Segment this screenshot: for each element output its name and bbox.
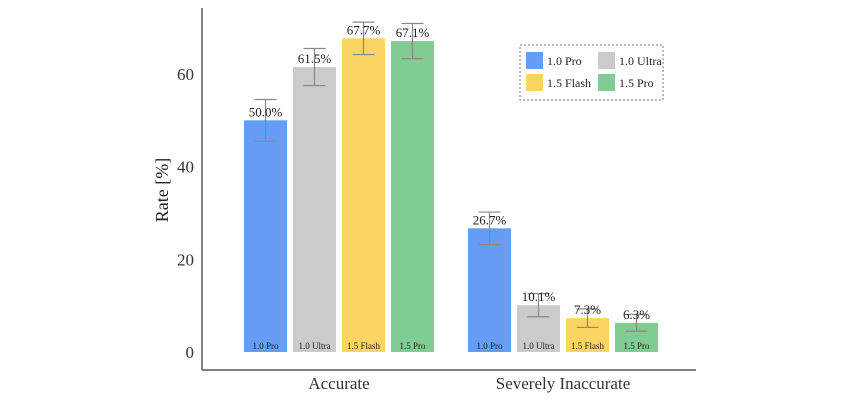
y-tick-label: 60 bbox=[177, 65, 194, 84]
bar[interactable] bbox=[244, 120, 287, 352]
legend-swatch bbox=[598, 52, 615, 69]
data-label: 67.1% bbox=[396, 25, 430, 40]
legend-swatch bbox=[526, 74, 543, 91]
data-label: 10.1% bbox=[522, 289, 556, 304]
data-label: 7.3% bbox=[574, 302, 601, 317]
y-tick-label: 40 bbox=[177, 158, 194, 177]
bar[interactable] bbox=[391, 41, 434, 352]
bar[interactable] bbox=[293, 67, 336, 353]
y-tick-label: 0 bbox=[186, 343, 195, 362]
legend-label: 1.5 Pro bbox=[619, 76, 654, 90]
bar-inner-label: 1.5 Pro bbox=[623, 341, 650, 351]
data-label: 67.7% bbox=[347, 22, 381, 37]
legend-box bbox=[519, 44, 664, 101]
bar[interactable] bbox=[342, 38, 385, 352]
data-label: 6.3% bbox=[623, 307, 650, 322]
legend-swatch bbox=[598, 74, 615, 91]
data-label: 50.0% bbox=[249, 104, 283, 119]
bar-inner-label: 1.5 Pro bbox=[399, 341, 426, 351]
legend-label: 1.0 Ultra bbox=[619, 54, 662, 68]
x-tick-label: Severely Inaccurate bbox=[496, 374, 631, 393]
bar-inner-label: 1.5 Flash bbox=[571, 341, 605, 351]
bar-inner-label: 1.0 Pro bbox=[252, 341, 279, 351]
bar[interactable] bbox=[468, 228, 511, 352]
bar-inner-label: 1.0 Pro bbox=[476, 341, 503, 351]
y-tick-label: 20 bbox=[177, 250, 194, 269]
legend-label: 1.5 Flash bbox=[547, 76, 591, 90]
data-label: 61.5% bbox=[298, 51, 332, 66]
y-axis-title: Rate [%] bbox=[152, 158, 172, 222]
bar-inner-label: 1.0 Ultra bbox=[523, 341, 555, 351]
bar-inner-label: 1.0 Ultra bbox=[299, 341, 331, 351]
bar-inner-label: 1.5 Flash bbox=[347, 341, 381, 351]
x-tick-label: Accurate bbox=[308, 374, 369, 393]
data-label: 26.7% bbox=[473, 212, 507, 227]
legend-label: 1.0 Pro bbox=[547, 54, 582, 68]
legend-swatch bbox=[526, 52, 543, 69]
